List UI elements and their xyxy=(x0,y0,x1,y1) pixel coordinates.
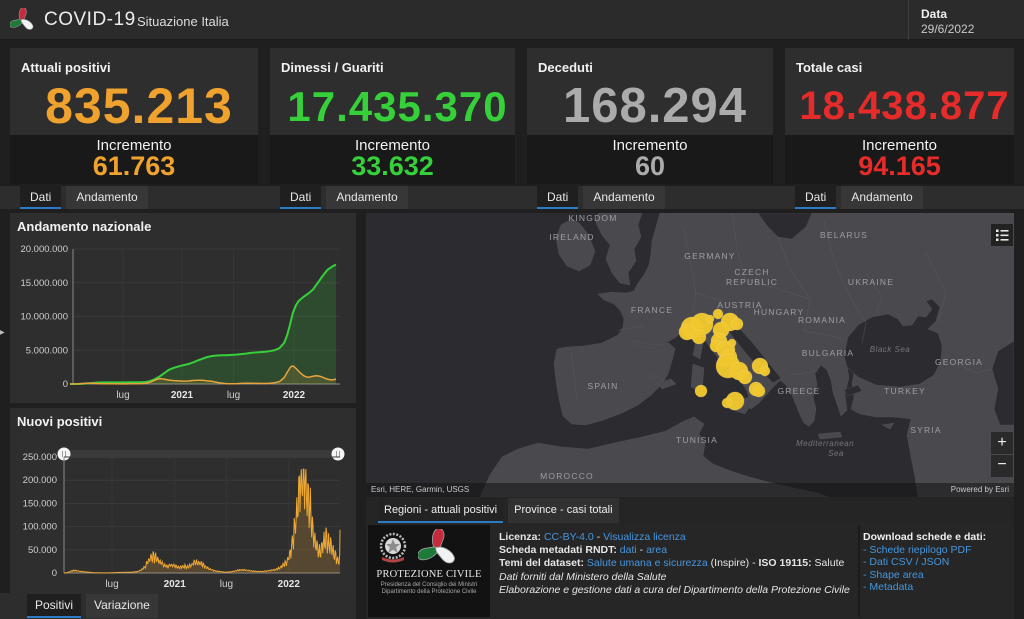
svg-text:2022: 2022 xyxy=(278,579,301,590)
svg-text:150.000: 150.000 xyxy=(23,498,57,509)
svg-text:TURKEY: TURKEY xyxy=(884,386,926,396)
svg-text:100.000: 100.000 xyxy=(23,522,57,533)
svg-text:SPAIN: SPAIN xyxy=(588,381,619,391)
svg-text:ROMANIA: ROMANIA xyxy=(798,315,846,325)
svg-text:BELARUS: BELARUS xyxy=(820,230,868,240)
svg-text:50.000: 50.000 xyxy=(28,545,57,556)
svg-text:lug: lug xyxy=(116,390,129,401)
svg-text:2021: 2021 xyxy=(171,390,194,401)
svg-text:lug: lug xyxy=(227,390,240,401)
svg-text:UKRAINE: UKRAINE xyxy=(848,277,894,287)
svg-text:TUNISIA: TUNISIA xyxy=(676,435,718,445)
svg-text:15.000.000: 15.000.000 xyxy=(20,278,68,289)
svg-text:0: 0 xyxy=(52,568,57,579)
svg-text:lug: lug xyxy=(105,579,118,590)
svg-text:KINGDOM: KINGDOM xyxy=(568,213,617,223)
svg-text:SYRIA: SYRIA xyxy=(910,425,942,435)
svg-text:MOROCCO: MOROCCO xyxy=(540,471,594,481)
svg-text:200.000: 200.000 xyxy=(23,475,57,486)
svg-text:IRELAND: IRELAND xyxy=(549,232,594,242)
svg-text:GREECE: GREECE xyxy=(777,386,820,396)
svg-text:FRANCE: FRANCE xyxy=(631,305,673,315)
svg-text:GEORGIA: GEORGIA xyxy=(935,357,983,367)
svg-text:AUSTRIA: AUSTRIA xyxy=(717,300,762,310)
svg-text:Mediterranean: Mediterranean xyxy=(796,439,854,448)
svg-text:10.000.000: 10.000.000 xyxy=(20,312,68,323)
svg-text:5.000.000: 5.000.000 xyxy=(26,345,68,356)
svg-text:Black Sea: Black Sea xyxy=(870,345,911,354)
svg-text:GERMANY: GERMANY xyxy=(684,251,735,261)
svg-text:CZECH: CZECH xyxy=(734,267,769,277)
svg-text:BULGARIA: BULGARIA xyxy=(802,348,855,358)
svg-text:REPUBLIC: REPUBLIC xyxy=(726,277,778,287)
svg-text:2021: 2021 xyxy=(164,579,187,590)
svg-text:0: 0 xyxy=(63,379,68,390)
svg-text:250.000: 250.000 xyxy=(23,452,57,463)
svg-text:HUNGARY: HUNGARY xyxy=(754,307,805,317)
svg-text:2022: 2022 xyxy=(283,390,306,401)
svg-text:20.000.000: 20.000.000 xyxy=(20,244,68,255)
svg-text:Sea: Sea xyxy=(828,449,844,458)
svg-text:lug: lug xyxy=(220,579,233,590)
